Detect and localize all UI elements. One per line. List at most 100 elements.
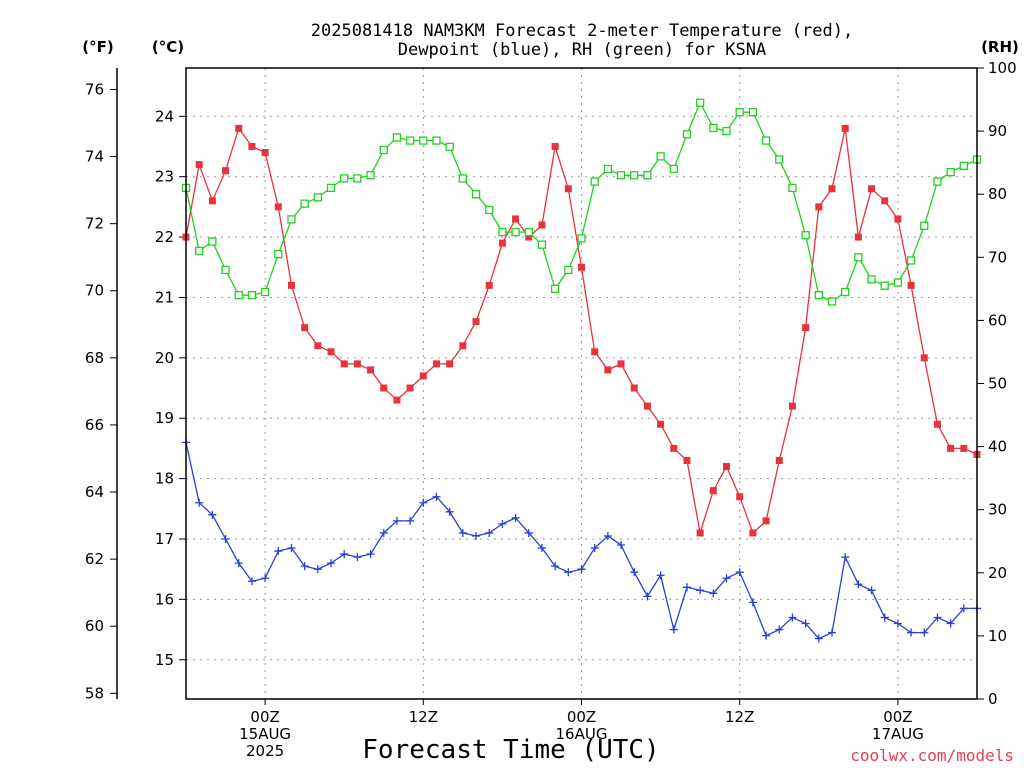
- dewpoint-point: [709, 589, 718, 598]
- dewpoint-point: [722, 574, 731, 583]
- temperature-point: [775, 456, 783, 464]
- temperature-point: [907, 281, 915, 289]
- rh-point: [709, 123, 718, 133]
- dewpoint-point: [696, 586, 705, 595]
- dewpoint-point: [287, 544, 296, 553]
- temperature-point: [920, 354, 928, 362]
- rh-point: [300, 199, 309, 208]
- dewpoint-point: [261, 574, 270, 583]
- celsius-tick-label: 16: [155, 590, 174, 608]
- temperature-point: [551, 142, 559, 150]
- rh-point: [590, 177, 599, 186]
- dewpoint-point: [735, 568, 744, 577]
- dewpoint-point: [353, 553, 362, 562]
- rh-tick-label: 100: [988, 59, 1017, 77]
- dewpoint-point: [748, 598, 757, 607]
- rh-point: [366, 171, 375, 180]
- rh-point: [498, 227, 507, 237]
- x-tick-label: 00Z: [883, 708, 912, 726]
- rh-point: [827, 297, 837, 306]
- temperature-point: [512, 215, 520, 223]
- rh-point: [564, 265, 573, 275]
- dewpoint-point: [854, 580, 863, 589]
- fahrenheit-tick-label: 62: [85, 550, 104, 568]
- temperature-point: [696, 529, 704, 537]
- temperature-point: [287, 281, 295, 289]
- dewpoint-point: [208, 510, 217, 519]
- temperature-point: [367, 366, 375, 374]
- rh-point: [801, 231, 810, 240]
- x-tick-label: 15AUG: [239, 725, 291, 743]
- temperature-point: [380, 384, 388, 392]
- rh-tick-label: 50: [988, 375, 1007, 393]
- temperature-point: [314, 342, 322, 350]
- dewpoint-point: [458, 528, 467, 537]
- temperature-point: [960, 444, 968, 452]
- temperature-point: [815, 203, 823, 211]
- temperature-point: [736, 493, 744, 501]
- x-tick-label: 12Z: [725, 708, 754, 726]
- dewpoint-point: [564, 568, 573, 577]
- chart-title-line1: 2025081418 NAM3KM Forecast 2-meter Tempe…: [311, 21, 853, 41]
- temperature-point: [933, 420, 941, 428]
- dewpoint-point: [406, 516, 415, 525]
- rh-point: [656, 152, 665, 161]
- rh-point: [511, 227, 520, 237]
- rh-point: [775, 155, 784, 164]
- rh-point: [761, 136, 771, 145]
- temperature-point: [683, 456, 691, 464]
- celsius-unit-label: (°C): [152, 38, 184, 56]
- rh-point: [392, 133, 402, 142]
- fahrenheit-tick-label: 64: [85, 483, 104, 501]
- temperature-point: [301, 324, 309, 332]
- rh-point: [814, 291, 823, 300]
- rh-point: [445, 142, 454, 152]
- rh-point: [643, 171, 652, 180]
- dewpoint-point: [841, 553, 850, 562]
- rh-point: [735, 108, 744, 117]
- temperature-point: [274, 203, 282, 211]
- dewpoint-point: [195, 498, 204, 507]
- rh-point: [946, 167, 955, 177]
- dewpoint-point: [577, 565, 586, 574]
- rh-point: [340, 174, 349, 183]
- dewpoint-point: [392, 516, 401, 525]
- temperature-point: [340, 360, 348, 368]
- rh-point: [920, 221, 929, 230]
- temperature-point: [498, 239, 506, 247]
- dewpoint-point: [524, 528, 533, 537]
- rh-point: [933, 177, 942, 186]
- celsius-tick-label: 18: [155, 470, 174, 488]
- dewpoint-point: [880, 613, 889, 622]
- dewpoint-point: [893, 619, 902, 628]
- temperature-point: [235, 124, 243, 132]
- fahrenheit-tick-label: 60: [85, 617, 104, 635]
- fahrenheit-tick-label: 72: [85, 215, 104, 233]
- dewpoint-point: [445, 507, 454, 516]
- rh-series: [181, 98, 982, 306]
- temperature-point: [630, 384, 638, 392]
- rh-point: [313, 193, 322, 202]
- rh-point: [260, 287, 270, 297]
- dewpoint-point: [340, 550, 349, 559]
- fahrenheit-tick-label: 66: [85, 416, 104, 434]
- rh-tick-label: 40: [988, 438, 1007, 456]
- dewpoint-point: [432, 492, 441, 501]
- celsius-tick-label: 23: [155, 168, 174, 186]
- rh-tick-label: 80: [988, 185, 1007, 203]
- celsius-tick-label: 22: [155, 228, 174, 246]
- fahrenheit-tick-label: 74: [85, 148, 104, 166]
- dewpoint-point: [379, 528, 388, 537]
- celsius-tick-label: 15: [155, 651, 174, 669]
- temperature-point: [670, 444, 678, 452]
- rh-tick-label: 0: [988, 690, 998, 708]
- temperature-point: [393, 396, 401, 404]
- celsius-tick-label: 21: [155, 288, 174, 306]
- dewpoint-point: [590, 544, 599, 553]
- celsius-tick-label: 20: [155, 349, 174, 367]
- rh-point: [419, 136, 428, 145]
- temperature-point: [854, 233, 862, 241]
- temperature-point: [261, 149, 269, 157]
- temperature-point: [195, 161, 203, 169]
- dewpoint-point: [946, 619, 955, 628]
